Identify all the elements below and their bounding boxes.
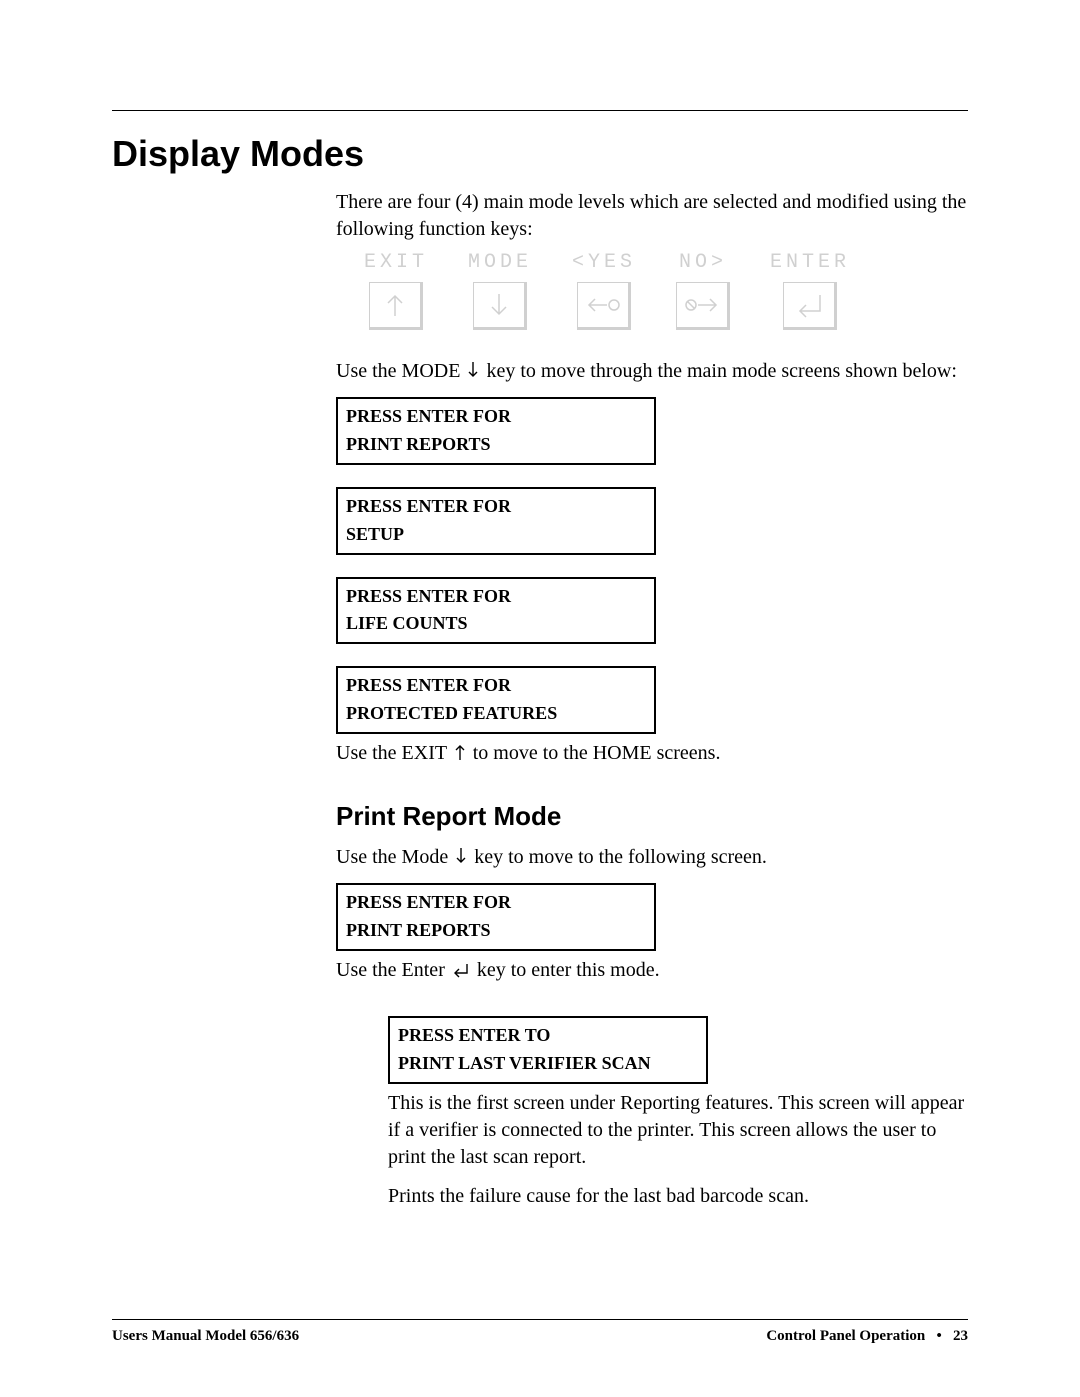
key-yes: <YES	[572, 249, 636, 330]
use-enter-post: key to enter this mode.	[477, 959, 660, 981]
key-enter: ENTER	[770, 249, 850, 330]
sub-use-mode-pre: Use the Mode	[336, 846, 453, 868]
screen-protected-features: PRESS ENTER FOR PROTECTED FEATURES	[336, 666, 656, 734]
use-exit-post: to move to the HOME screens.	[473, 742, 721, 764]
use-exit-pre: Use the EXIT	[336, 742, 452, 764]
screen-print-reports-2: PRESS ENTER FOR PRINT REPORTS	[336, 883, 656, 951]
key-exit: EXIT	[364, 249, 428, 330]
screen-line: PRESS ENTER FOR	[346, 889, 646, 917]
verifier-desc: This is the first screen under Reporting…	[388, 1090, 968, 1171]
key-yes-icon	[577, 282, 631, 330]
screen-setup: PRESS ENTER FOR SETUP	[336, 487, 656, 555]
page-footer: Users Manual Model 656/636 Control Panel…	[112, 1319, 968, 1345]
page-title: Display Modes	[112, 133, 968, 175]
key-no-icon	[676, 282, 730, 330]
use-mode-pre: Use the MODE	[336, 360, 465, 382]
screen-line: PRESS ENTER TO	[398, 1022, 698, 1050]
footer-page-number: 23	[953, 1328, 968, 1344]
footer-bullet: •	[936, 1328, 941, 1344]
screen-line: PRINT REPORTS	[346, 917, 646, 945]
footer-left: Users Manual Model 656/636	[112, 1328, 299, 1345]
key-no: NO>	[676, 249, 730, 330]
screen-line: PRINT REPORTS	[346, 431, 646, 459]
key-exit-label: EXIT	[364, 249, 428, 276]
screen-print-reports: PRESS ENTER FOR PRINT REPORTS	[336, 397, 656, 465]
footer-section: Control Panel Operation	[766, 1328, 925, 1344]
screen-life-counts: PRESS ENTER FOR LIFE COUNTS	[336, 577, 656, 645]
sub-use-mode-post: key to move to the following screen.	[474, 846, 767, 868]
screen-line: PRESS ENTER FOR	[346, 672, 646, 700]
screen-line: PRESS ENTER FOR	[346, 583, 646, 611]
screen-line: PROTECTED FEATURES	[346, 700, 646, 728]
screen-line: LIFE COUNTS	[346, 610, 646, 638]
intro-text: There are four (4) main mode levels whic…	[336, 189, 968, 243]
footer-right: Control Panel Operation • 23	[766, 1328, 968, 1345]
key-mode-icon	[473, 282, 527, 330]
sub-heading: Print Report Mode	[336, 799, 968, 834]
use-enter-text: Use the Enter key to enter this mode.	[336, 957, 968, 986]
key-enter-icon	[783, 282, 837, 330]
function-key-row: EXIT MODE <YES	[336, 249, 968, 330]
use-exit-text: Use the EXIT to move to the HOME screens…	[336, 740, 968, 769]
key-yes-label: <YES	[572, 249, 636, 276]
sub-use-mode-text: Use the Mode key to move to the followin…	[336, 844, 968, 873]
key-mode: MODE	[468, 249, 532, 330]
down-arrow-icon	[467, 360, 479, 387]
key-no-label: NO>	[679, 249, 727, 276]
screen-line: PRESS ENTER FOR	[346, 403, 646, 431]
screen-line: SETUP	[346, 521, 646, 549]
key-mode-label: MODE	[468, 249, 532, 276]
use-mode-text: Use the MODE key to move through the mai…	[336, 358, 968, 387]
screen-line: PRINT LAST VERIFIER SCAN	[398, 1050, 698, 1078]
screen-verifier: PRESS ENTER TO PRINT LAST VERIFIER SCAN	[388, 1016, 708, 1084]
key-enter-label: ENTER	[770, 249, 850, 276]
down-arrow-icon	[455, 846, 467, 873]
screen-line: PRESS ENTER FOR	[346, 493, 646, 521]
enter-arrow-icon	[452, 959, 470, 986]
top-rule	[112, 110, 968, 111]
key-exit-icon	[369, 282, 423, 330]
up-arrow-icon	[454, 742, 466, 769]
use-enter-pre: Use the Enter	[336, 959, 450, 981]
use-mode-post: key to move through the main mode screen…	[486, 360, 956, 382]
verifier-desc-2: Prints the failure cause for the last ba…	[388, 1183, 968, 1210]
